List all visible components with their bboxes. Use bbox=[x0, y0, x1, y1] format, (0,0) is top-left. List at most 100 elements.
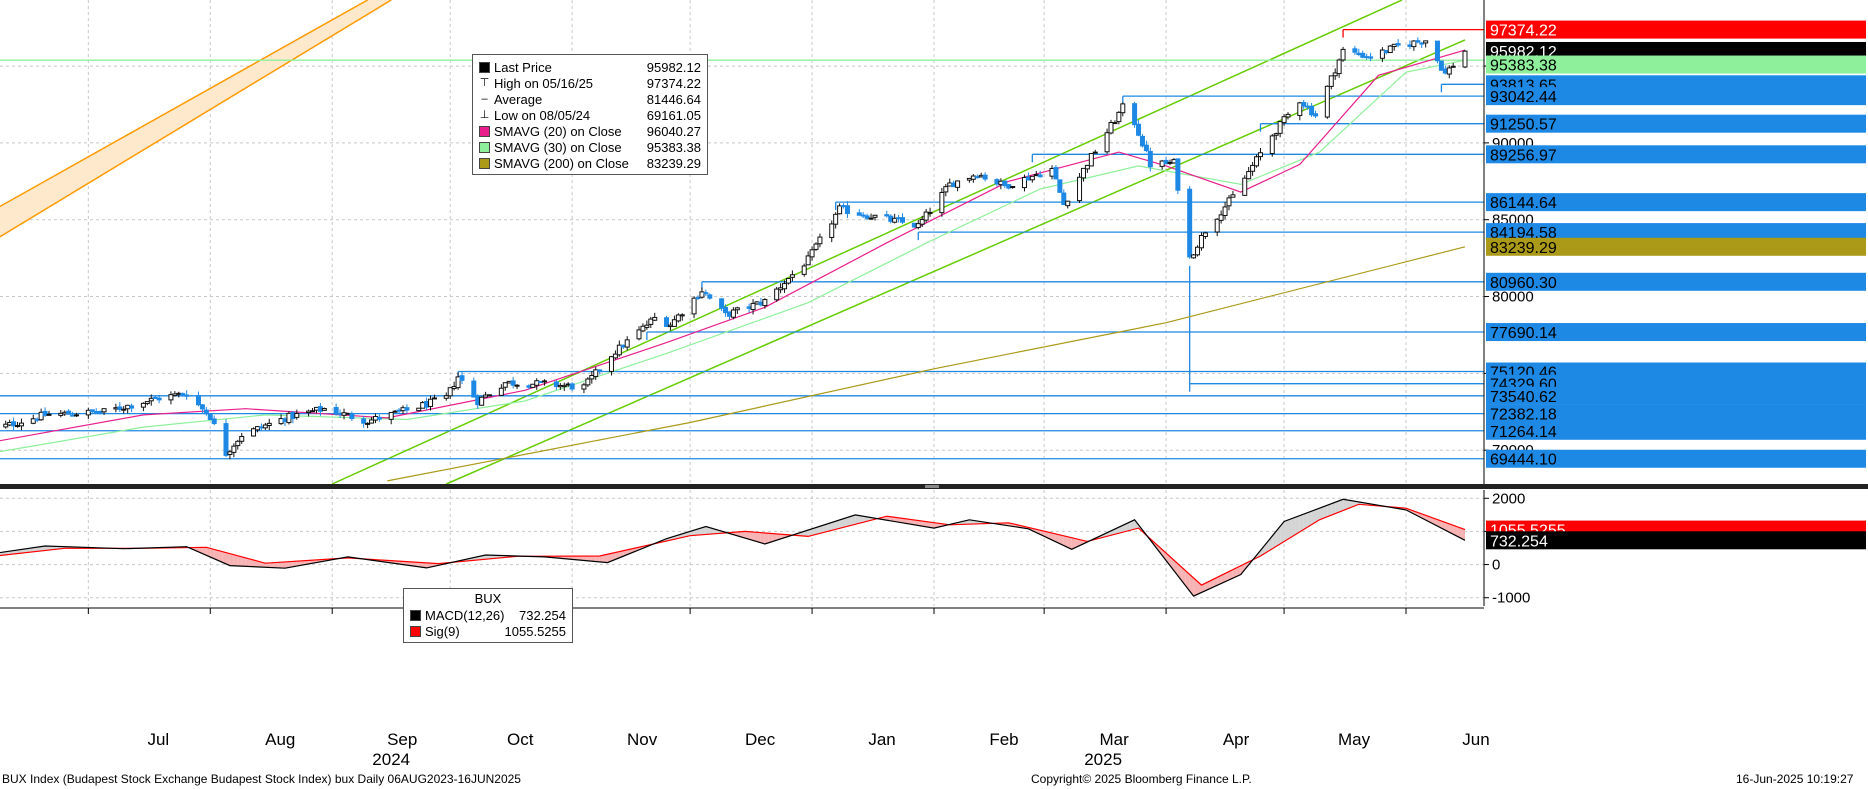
macd-histogram-fill bbox=[245, 557, 250, 567]
macd-histogram-fill bbox=[214, 549, 219, 561]
macd-histogram-fill bbox=[890, 516, 895, 522]
candle-body bbox=[1167, 161, 1173, 164]
candle-body bbox=[416, 407, 422, 412]
legend-name: Sig(9) bbox=[425, 623, 460, 639]
price-tag: 93042.44 bbox=[1486, 87, 1866, 106]
candle-body bbox=[195, 394, 201, 406]
candle-body bbox=[227, 451, 233, 455]
candle-body bbox=[278, 418, 284, 425]
candle-body bbox=[15, 425, 21, 428]
candle-body bbox=[1191, 254, 1197, 259]
macd-histogram-fill bbox=[1264, 540, 1269, 554]
macd-histogram-fill bbox=[249, 559, 254, 567]
legend-row: ⊤ High on 05/16/25 97374.22 bbox=[473, 75, 707, 91]
candle-body bbox=[1065, 200, 1071, 207]
macd-legend-row: MACD(12,26) 732.254 bbox=[404, 607, 572, 623]
candle-body bbox=[947, 182, 953, 187]
macd-histogram-fill bbox=[1295, 515, 1300, 535]
candle-body bbox=[620, 344, 626, 348]
legend-swatch bbox=[479, 125, 490, 137]
candle-body bbox=[3, 423, 9, 428]
candles bbox=[3, 37, 1468, 460]
candle-body bbox=[1108, 122, 1114, 134]
candle-body bbox=[140, 402, 146, 408]
candle-body bbox=[892, 217, 898, 223]
macd-histogram-fill bbox=[1449, 523, 1454, 535]
candle-body bbox=[758, 301, 764, 306]
candle-body bbox=[569, 383, 575, 390]
candle-body bbox=[361, 418, 367, 424]
candle-body bbox=[782, 283, 788, 290]
candle-body bbox=[451, 386, 457, 390]
candle-body bbox=[1084, 164, 1090, 170]
candle-body bbox=[152, 396, 158, 399]
legend-swatch bbox=[479, 157, 490, 169]
price-tag-box bbox=[1486, 55, 1866, 74]
macd-histogram-fill bbox=[705, 526, 710, 535]
candle-body bbox=[117, 406, 123, 411]
candle-body bbox=[860, 214, 866, 217]
candle-body bbox=[730, 309, 736, 318]
candle-body bbox=[561, 384, 567, 388]
candle-body bbox=[42, 410, 48, 416]
macd-histogram-fill bbox=[1291, 517, 1296, 537]
candle-body bbox=[176, 392, 182, 395]
candle-body bbox=[479, 396, 485, 406]
macd-histogram-fill bbox=[1453, 525, 1458, 537]
candle-body bbox=[93, 411, 99, 414]
candle-body bbox=[888, 215, 894, 222]
price-tag-box bbox=[1486, 386, 1866, 405]
time-axis: Jul Aug Sep Oct Nov Dec Jan Feb Mar Apr May Jun 2024… bbox=[0, 607, 1490, 769]
macd-histogram-fill bbox=[894, 517, 899, 523]
macd-histogram-fill bbox=[1319, 506, 1324, 520]
macd-histogram-fill bbox=[580, 556, 584, 561]
candle-body bbox=[675, 314, 681, 322]
candle-body bbox=[1136, 123, 1142, 136]
macd-histogram-fill bbox=[603, 554, 608, 563]
candle-body bbox=[333, 407, 339, 415]
candle-body bbox=[750, 302, 756, 311]
legend-name: SMAVG (20) on Close bbox=[494, 123, 622, 139]
price-tag-box bbox=[1486, 87, 1866, 106]
macd-histogram-fill bbox=[776, 533, 781, 541]
candle-body bbox=[85, 409, 91, 416]
candle-body bbox=[1053, 167, 1059, 180]
candle-body bbox=[1281, 116, 1287, 124]
candle-body bbox=[1132, 103, 1138, 126]
candle-body bbox=[1324, 85, 1330, 118]
price-tag-label: 71264.14 bbox=[1490, 424, 1557, 441]
candle-body bbox=[1195, 246, 1201, 256]
candle-body bbox=[636, 329, 642, 340]
macd-histogram-fill bbox=[709, 527, 714, 535]
candle-body bbox=[372, 415, 378, 421]
candle-body bbox=[817, 236, 823, 245]
candle-body bbox=[1419, 42, 1425, 45]
macd-histogram-fill bbox=[768, 533, 773, 543]
candle-body bbox=[896, 217, 902, 220]
macd-histogram-fill bbox=[835, 519, 840, 530]
candle-body bbox=[70, 414, 76, 417]
candle-body bbox=[726, 311, 732, 317]
candle-body bbox=[868, 217, 874, 220]
candle-body bbox=[1254, 156, 1260, 167]
candle-body bbox=[923, 211, 929, 221]
macd-histogram-fill bbox=[1288, 518, 1292, 540]
legend-swatch bbox=[479, 61, 490, 73]
candle-body bbox=[1077, 176, 1083, 202]
macd-legend-title: BUX bbox=[474, 591, 502, 606]
macd-histogram-fill bbox=[1229, 569, 1233, 580]
year-label: 2025 bbox=[1084, 750, 1122, 769]
macd-histogram-fill bbox=[292, 561, 297, 567]
price-legend: Last Price 95982.12 ⊤ High on 05/16/25 97374… bbox=[472, 54, 708, 175]
macd-histogram-fill bbox=[1323, 505, 1328, 519]
macd-histogram-fill bbox=[812, 527, 816, 536]
candle-body bbox=[1143, 144, 1149, 152]
price-tag-label: 77690.14 bbox=[1490, 325, 1557, 342]
candle-body bbox=[66, 410, 72, 415]
candle-body bbox=[1395, 43, 1401, 46]
macd-histogram-fill bbox=[910, 519, 915, 525]
panel-separator bbox=[0, 484, 1868, 489]
candle-body bbox=[667, 324, 673, 328]
candle-body bbox=[282, 418, 288, 422]
